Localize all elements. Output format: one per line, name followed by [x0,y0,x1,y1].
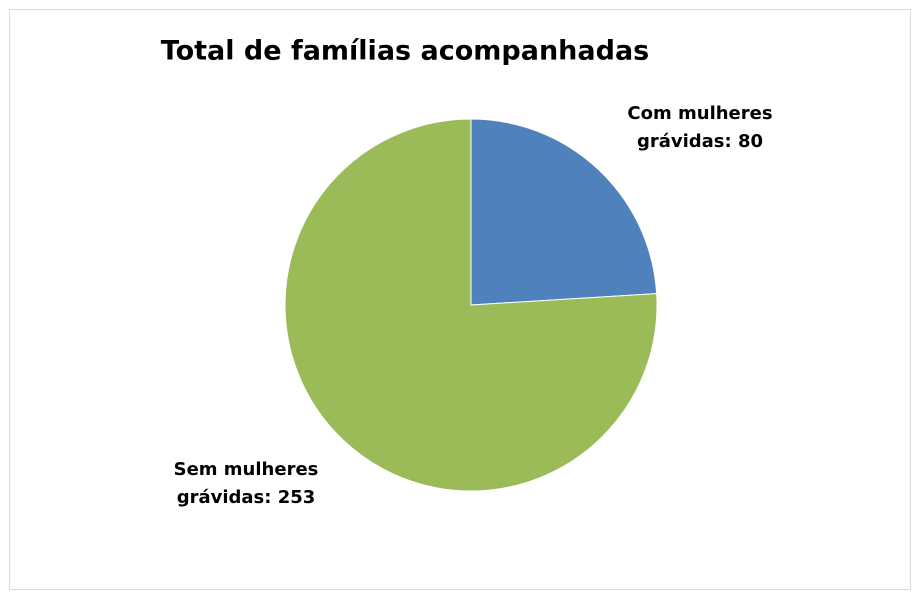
data-label: Sem mulheres grávidas: 253 [173,459,319,508]
pie-slice [470,118,658,306]
data-label: Com mulheres grávidas: 80 [627,103,773,152]
pie-slice [284,118,658,492]
chart-title: Total de famílias acompanhadas [161,36,650,67]
